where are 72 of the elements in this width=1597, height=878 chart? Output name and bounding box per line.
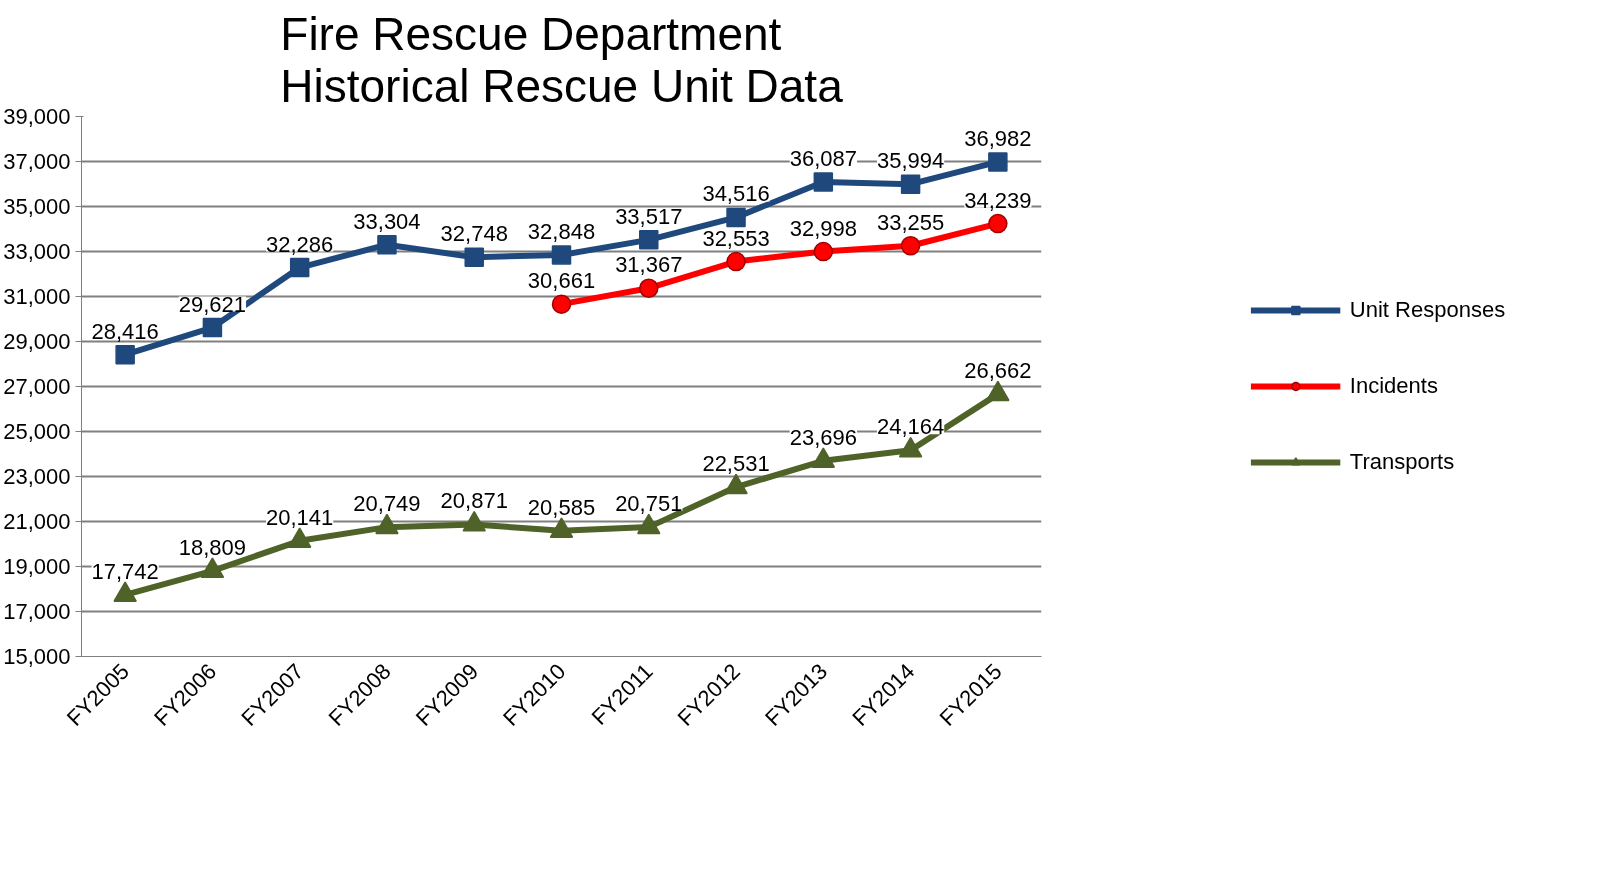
- y-tick-label: 37,000: [3, 149, 71, 174]
- data-label: 24,164: [876, 414, 945, 440]
- point: [200, 557, 225, 578]
- point: [551, 294, 572, 314]
- data-label: 26,662: [964, 358, 1032, 384]
- point: [115, 344, 135, 365]
- point: [900, 236, 921, 256]
- data-label: 35,994: [876, 148, 945, 174]
- point: [726, 251, 746, 272]
- data-label: 33,304: [353, 208, 421, 234]
- y-tick-label: 33,000: [3, 239, 71, 264]
- point: [639, 230, 659, 250]
- data-label: 28,416: [91, 318, 159, 344]
- point: [462, 510, 486, 532]
- point: [637, 513, 661, 535]
- data-label: 23,696: [789, 424, 857, 450]
- point: [113, 581, 137, 602]
- data-label: 20,871: [440, 488, 508, 514]
- legend-label: Unit Responses: [1349, 297, 1506, 323]
- point: [287, 527, 312, 548]
- data-label: 20,141: [266, 504, 334, 530]
- y-tick-label: 35,000: [3, 194, 71, 219]
- y-tick-label: 19,000: [3, 554, 71, 579]
- y-tick-label: 17,000: [3, 599, 71, 624]
- point: [202, 317, 223, 338]
- data-label: 22,531: [702, 451, 770, 477]
- point: [549, 517, 574, 538]
- point: [639, 278, 659, 298]
- data-label: 36,087: [789, 146, 857, 172]
- chart-title: Fire Rescue Department Historical Rescue Unit Data: [280, 7, 844, 112]
- point: [289, 257, 310, 278]
- data-label: 33,255: [876, 209, 945, 235]
- data-label: 33,517: [615, 203, 683, 229]
- point: [811, 447, 836, 468]
- legend-label: Incidents: [1349, 373, 1438, 399]
- point: [724, 473, 748, 495]
- data-label: 20,751: [615, 491, 683, 517]
- data-label: 34,239: [964, 187, 1032, 213]
- data-label: 32,286: [266, 231, 334, 257]
- y-tick-label: 21,000: [3, 509, 71, 534]
- point: [464, 247, 484, 267]
- y-tick-label: 25,000: [3, 419, 71, 444]
- y-tick-label: 27,000: [3, 374, 71, 399]
- point: [375, 513, 399, 535]
- point: [986, 380, 1010, 402]
- y-tick-label: 31,000: [3, 284, 71, 309]
- point: [900, 174, 921, 194]
- point: [813, 172, 834, 192]
- point: [898, 436, 923, 458]
- data-label: 20,749: [353, 491, 421, 517]
- data-label: 34,516: [702, 181, 770, 207]
- point: [988, 213, 1008, 234]
- data-label: 32,848: [527, 218, 596, 244]
- data-label: 31,367: [615, 252, 683, 278]
- y-tick-label: 29,000: [3, 329, 71, 354]
- point: [988, 152, 1008, 172]
- y-tick-label: 23,000: [3, 464, 71, 489]
- point: [551, 245, 572, 265]
- data-label: 32,553: [702, 225, 770, 251]
- point: [377, 234, 397, 255]
- data-label: 29,621: [178, 291, 247, 317]
- data-label: 32,748: [440, 221, 508, 247]
- data-label: 20,585: [527, 494, 596, 520]
- data-label: 36,982: [964, 125, 1032, 151]
- point: [813, 241, 834, 262]
- data-label: 30,661: [527, 268, 596, 294]
- data-label: 17,742: [91, 558, 159, 584]
- data-label: 32,998: [789, 215, 857, 241]
- y-tick-label: 39,000: [3, 104, 71, 129]
- data-label: 18,809: [178, 534, 247, 560]
- legend-label: Transports: [1349, 449, 1455, 475]
- point: [726, 207, 746, 228]
